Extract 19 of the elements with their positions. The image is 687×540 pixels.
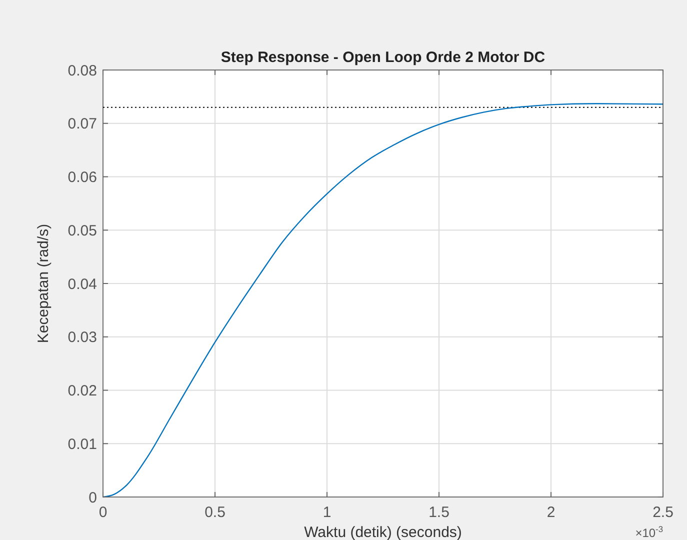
- x-tick-label: 2: [546, 504, 556, 521]
- y-axis-title: Kecepatan (rad/s): [35, 224, 52, 344]
- x-tick-label: 0.5: [204, 504, 226, 521]
- x-tick-label: 1.5: [428, 504, 450, 521]
- y-tick-label: 0.07: [68, 116, 97, 133]
- x-tick-label: 0: [98, 504, 108, 521]
- y-tick-label: 0.03: [68, 329, 97, 346]
- x-tick-label: 1: [322, 504, 332, 521]
- chart-title: Step Response - Open Loop Orde 2 Motor DC: [220, 49, 546, 66]
- x-axis-title: Waktu (detik) (seconds): [304, 524, 462, 540]
- y-tick-label: 0.05: [68, 222, 97, 240]
- text: ×10$^{-3}$: [635, 524, 664, 540]
- y-tick-label: 0.08: [68, 62, 97, 80]
- y-tick-label: 0.06: [68, 169, 97, 186]
- y-tick-label: 0: [88, 489, 97, 506]
- y-tick-label: 0.02: [68, 382, 97, 400]
- x-tick-label: 2.5: [652, 504, 674, 521]
- y-tick-label: 0.04: [68, 276, 97, 293]
- y-tick-label: 0.01: [68, 436, 97, 453]
